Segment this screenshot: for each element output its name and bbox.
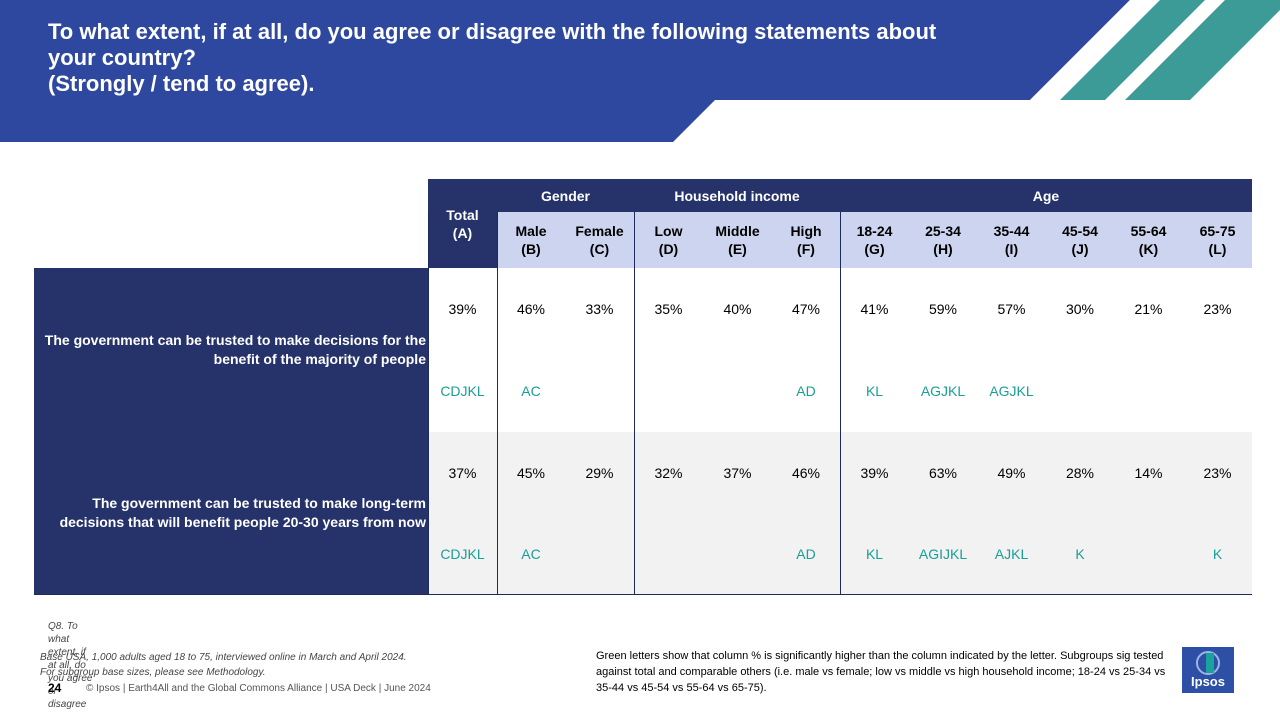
significance-cell: AD — [796, 546, 816, 562]
significance-cell: AGJKL — [920, 383, 966, 399]
stripe-left — [1060, 0, 1205, 100]
column-header: 35-44 (I) — [977, 212, 1046, 268]
value-cell: 63% — [928, 465, 958, 481]
column-header: 65-75 (L) — [1183, 212, 1252, 268]
banner-shape — [0, 0, 1280, 142]
significance-cell: AGIJKL — [918, 546, 968, 562]
value-cell: 39% — [860, 465, 889, 481]
page-title: To what extent, if at all, do you agree … — [48, 19, 1048, 97]
value-cell: 23% — [1203, 465, 1232, 481]
significance-cell: KL — [865, 546, 884, 562]
value-cell: 30% — [1065, 301, 1095, 317]
column-header: Female (C) — [565, 212, 634, 268]
value-cell: 21% — [1134, 301, 1163, 317]
ipsos-logo: Ipsos — [1182, 647, 1234, 693]
value-cell: 32% — [654, 465, 683, 481]
base-note: Base USA, 1,000 adults aged 18 to 75, in… — [40, 650, 407, 680]
title-line-3: (Strongly / tend to agree). — [48, 71, 315, 96]
logo-text: Ipsos — [1191, 674, 1225, 689]
column-header: Low (D) — [634, 212, 703, 268]
significance-cell: AC — [521, 546, 541, 562]
title-line-2: your country? — [48, 45, 196, 70]
column-header: 55-64 (K) — [1114, 212, 1183, 268]
title-line-1: To what extent, if at all, do you agree … — [48, 19, 937, 44]
column-header: High (F) — [772, 212, 840, 268]
question-note: Q8. To what extent, if at all, do you ag… — [48, 621, 93, 710]
significance-note: Green letters show that column % is sign… — [596, 650, 1166, 694]
value-cell: 14% — [1134, 465, 1163, 481]
column-header: 45-54 (J) — [1046, 212, 1114, 268]
group-header-age: Age — [840, 179, 1252, 212]
row-label: The government can be trusted to make de… — [34, 268, 428, 432]
column-header: 18-24 (G) — [840, 212, 909, 268]
significance-cell: AJKL — [994, 546, 1029, 562]
significance-cell: CDJKL — [440, 383, 485, 399]
significance-cell: CDJKL — [440, 546, 485, 562]
column-header-total: Total (A) — [428, 179, 497, 268]
value-cell: 41% — [860, 301, 889, 317]
value-cell: 33% — [585, 301, 614, 317]
value-cell: 49% — [997, 465, 1026, 481]
stripe-right — [1125, 0, 1280, 100]
significance-cell: AGJKL — [989, 383, 1034, 399]
column-divider — [428, 212, 429, 594]
value-cell: 37% — [723, 465, 752, 481]
column-divider — [634, 212, 635, 594]
column-header: Male (B) — [497, 212, 565, 268]
value-cell: 29% — [585, 465, 614, 481]
value-cell: 47% — [791, 301, 821, 317]
significance-cell: K — [1075, 546, 1085, 562]
value-cell: 46% — [516, 301, 546, 317]
value-cell: 37% — [448, 465, 477, 481]
row-label: The government can be trusted to make lo… — [34, 432, 428, 594]
base-line-1: Base USA, 1,000 adults aged 18 to 75, in… — [40, 652, 407, 663]
value-cell: 28% — [1065, 465, 1095, 481]
value-cell: 39% — [448, 301, 477, 317]
column-header: 25-34 (H) — [909, 212, 977, 268]
significance-cell: K — [1212, 546, 1223, 562]
significance-cell: AC — [521, 383, 541, 399]
significance-cell: KL — [865, 383, 884, 399]
group-header-gender: Gender — [497, 179, 634, 212]
header-banner: To what extent, if at all, do you agree … — [0, 0, 1280, 142]
value-cell: 45% — [516, 465, 546, 481]
column-divider — [840, 212, 841, 594]
logo-mark-icon — [1196, 651, 1220, 675]
significance-cell: AD — [796, 383, 816, 399]
value-cell: 59% — [928, 301, 958, 317]
column-divider — [497, 212, 498, 594]
group-header-income: Household income — [634, 179, 840, 212]
table-bottom-border — [34, 594, 1252, 595]
value-cell: 23% — [1203, 301, 1232, 317]
value-cell: 40% — [723, 301, 752, 317]
value-cell: 46% — [791, 465, 821, 481]
base-line-2: For subgroup base sizes, please see Meth… — [40, 667, 266, 678]
page-number: 24 — [48, 681, 62, 695]
value-cell: 35% — [654, 301, 683, 317]
column-header: Middle (E) — [703, 212, 772, 268]
copyright: © Ipsos | Earth4All and the Global Commo… — [86, 683, 431, 694]
value-cell: 57% — [997, 301, 1026, 317]
